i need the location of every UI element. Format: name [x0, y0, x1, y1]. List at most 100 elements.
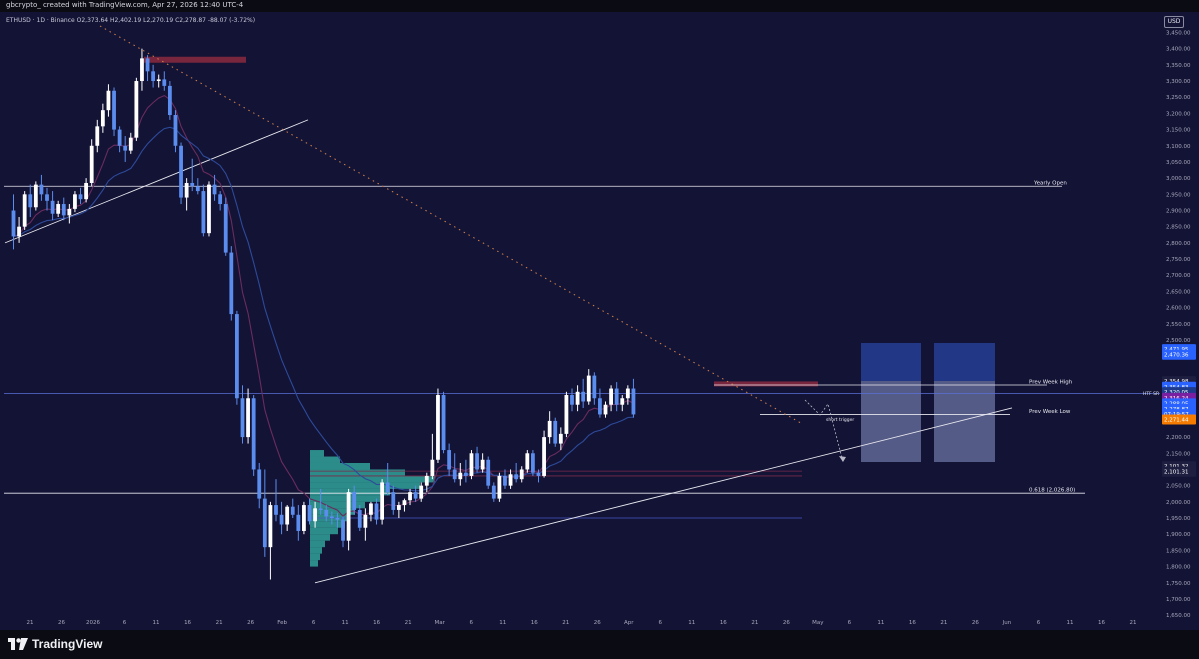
candle-body-66 [380, 482, 385, 520]
price-tick-31: 1,650.00 [1166, 613, 1191, 619]
price-tick-23: 2,050.00 [1166, 484, 1191, 490]
price-tick-26: 1,900.00 [1166, 532, 1191, 538]
time-tick-6: 21 [216, 620, 223, 626]
candle-body-29 [173, 115, 178, 146]
candle-body-40 [235, 314, 239, 399]
snapshot-title: gbcrypto_ created with TradingView.com, … [6, 1, 244, 9]
time-tick-19: Apr [624, 620, 634, 626]
candle-body-102 [581, 391, 586, 402]
candle-body-93 [531, 453, 535, 473]
candle-body-4 [33, 184, 38, 208]
candle-body-91 [519, 469, 524, 480]
candle-body-45 [262, 498, 267, 548]
time-tick-12: 21 [405, 620, 412, 626]
time-tick-32: 6 [1037, 620, 1041, 626]
candle-body-53 [307, 505, 312, 522]
time-tick-10: 11 [342, 620, 349, 626]
volume-profile-bar-9 [310, 508, 355, 515]
candle-body-73 [419, 485, 424, 499]
candle-body-18 [112, 90, 116, 130]
candle-body-22 [134, 81, 139, 138]
currency-button[interactable]: USD [1164, 16, 1184, 28]
price-tick-28: 1,800.00 [1166, 565, 1191, 571]
candle-body-94 [536, 472, 541, 476]
tradingview-logo[interactable]: TradingView [8, 637, 102, 651]
candle-body-68 [391, 492, 396, 510]
candle-body-36 [212, 184, 217, 195]
candle-body-82 [469, 453, 474, 476]
candle-body-34 [201, 191, 206, 234]
time-tick-4: 11 [153, 620, 160, 626]
candle-body-78 [447, 450, 452, 470]
price-tick-7: 3,100.00 [1166, 144, 1191, 150]
candle-body-15 [95, 126, 100, 146]
candle-body-46 [268, 505, 273, 548]
price-tick-10: 2,950.00 [1166, 192, 1191, 198]
candle-body-99 [564, 395, 569, 434]
candle-body-107 [609, 388, 613, 405]
short-trigger-label: short trigger [826, 417, 854, 423]
candle-body-105 [598, 398, 602, 415]
volume-profile-bar-4 [310, 475, 435, 483]
candle-body-41 [240, 398, 245, 438]
time-tick-13: Mar [434, 620, 445, 626]
candle-body-64 [369, 503, 373, 515]
candle-body-62 [357, 509, 362, 528]
candle-body-6 [45, 194, 49, 201]
candle-body-59 [341, 519, 345, 541]
candle-body-110 [625, 388, 630, 399]
ema-fast-line [13, 94, 634, 517]
yearly-open-label: Yearly Open [1033, 181, 1067, 187]
candle-body-42 [246, 398, 250, 438]
candle-body-58 [335, 518, 340, 520]
price-tick-16: 2,650.00 [1166, 289, 1191, 295]
candle-body-25 [151, 71, 156, 82]
time-tick-14: 6 [469, 620, 473, 626]
candle-body-52 [302, 505, 306, 531]
candle-body-1 [17, 226, 21, 237]
candle-body-89 [508, 474, 513, 486]
candle-body-17 [106, 90, 111, 111]
candle-body-100 [570, 395, 574, 405]
price-tick-24: 2,000.00 [1166, 500, 1191, 506]
candle-body-71 [408, 492, 412, 501]
candle-body-49 [285, 506, 290, 525]
tradingview-logo-icon [8, 638, 28, 650]
candle-body-57 [329, 516, 334, 519]
htf-sr-label: HTF SR [1143, 391, 1159, 397]
time-tick-11: 16 [373, 620, 380, 626]
candle-body-20 [123, 145, 128, 151]
symbol-legend[interactable]: ETHUSD · 1D · Binance O2,373.64 H2,402.1… [6, 17, 256, 24]
time-tick-35: 21 [1130, 620, 1137, 626]
volume-profile-bar-11 [310, 521, 345, 528]
candle-body-60 [346, 492, 351, 541]
candle-body-12 [78, 194, 83, 200]
time-tick-31: Jun [1002, 620, 1012, 626]
volume-profile-bar-7 [310, 495, 380, 502]
time-tick-34: 16 [1098, 620, 1105, 626]
price-tick-25: 1,950.00 [1166, 516, 1191, 522]
candle-body-103 [586, 375, 591, 402]
candle-body-76 [436, 395, 440, 460]
price-badge-11: 2,101.31 [1164, 470, 1189, 476]
price-tick-17: 2,600.00 [1166, 306, 1191, 312]
candle-body-69 [396, 505, 401, 510]
time-tick-5: 16 [184, 620, 191, 626]
candle-body-101 [575, 391, 580, 405]
candle-body-38 [223, 204, 228, 253]
candle-body-28 [167, 85, 172, 116]
time-tick-29: 21 [940, 620, 947, 626]
candle-body-97 [553, 420, 558, 444]
candle-body-79 [452, 469, 457, 480]
prev-week-low-label: Prev Week Low [1029, 409, 1071, 415]
candle-body-83 [475, 453, 479, 470]
time-tick-27: 11 [877, 620, 884, 626]
volume-profile-bar-5 [310, 482, 420, 489]
candle-body-8 [56, 204, 61, 214]
time-tick-8: Feb [277, 620, 287, 626]
position-box-risk-1 [861, 381, 921, 462]
price-tick-15: 2,700.00 [1166, 273, 1191, 279]
time-tick-3: 6 [123, 620, 127, 626]
